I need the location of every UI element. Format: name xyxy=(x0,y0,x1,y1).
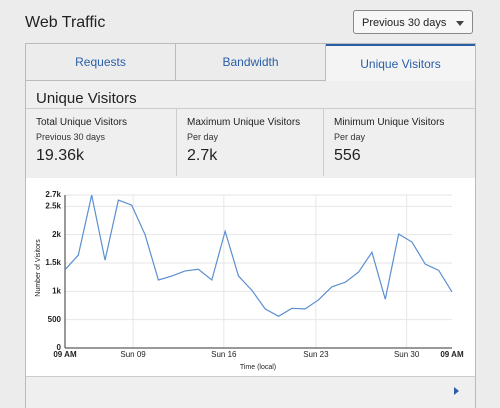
x-tick-label: 09 AM xyxy=(53,350,77,359)
stat-value: 556 xyxy=(334,147,361,164)
y-tick-label: 500 xyxy=(48,315,62,324)
panel: Requests Bandwidth Unique Visitors Uniqu… xyxy=(25,43,476,408)
stat-label: Minimum Unique Visitors xyxy=(334,117,445,128)
page-title: Web Traffic xyxy=(25,14,106,31)
x-axis-label: Time (local) xyxy=(240,364,276,371)
y-tick-label: 2k xyxy=(52,230,61,239)
y-tick-label: 0 xyxy=(57,343,62,352)
stat-value: 19.36k xyxy=(36,147,85,164)
y-axis-label: Number of Visitors xyxy=(35,239,42,297)
dropdown-text: Previous 30 days xyxy=(362,17,447,29)
stat-sublabel: Previous 30 days xyxy=(36,132,106,142)
y-tick-label: 1.5k xyxy=(45,258,61,267)
help-arrow xyxy=(454,387,459,395)
x-tick-label: Sun 30 xyxy=(394,350,420,359)
y-tick-label: 2.7k xyxy=(45,190,61,199)
stat: Total Unique Visitors Previous 30 days 1… xyxy=(26,108,177,176)
panel-title: Unique Visitors xyxy=(36,90,137,107)
x-tick-label: 09 AM xyxy=(440,350,464,359)
line xyxy=(64,194,453,317)
stat-label: Total Unique Visitors xyxy=(36,117,127,128)
stat-label: Maximum Unique Visitors xyxy=(187,117,301,128)
tab-active[interactable]: Unique Visitors xyxy=(326,44,475,81)
x-tick-label: Sun 09 xyxy=(120,350,146,359)
y-tick-label: 1k xyxy=(52,286,61,295)
stat-value: 2.7k xyxy=(187,147,218,164)
stat-sublabel: Per day xyxy=(187,132,219,142)
range-dropdown[interactable]: Previous 30 days xyxy=(353,10,473,34)
tab[interactable]: Requests xyxy=(26,44,176,81)
tab[interactable]: Bandwidth xyxy=(176,44,326,81)
stat: Maximum Unique Visitors Per day 2.7k xyxy=(177,108,324,176)
x-tick-label: Sun 23 xyxy=(303,350,329,359)
dropdown-arrow xyxy=(456,21,464,26)
y-tick-label: 2.5k xyxy=(45,201,61,210)
x-tick-label: Sun 16 xyxy=(211,350,237,359)
stat-sublabel: Per day xyxy=(334,132,366,142)
stat: Minimum Unique Visitors Per day 556 xyxy=(324,108,475,176)
chart: Number of Visitors Time (local) 0 500 1k 1.… xyxy=(26,178,475,376)
footer xyxy=(26,376,475,407)
